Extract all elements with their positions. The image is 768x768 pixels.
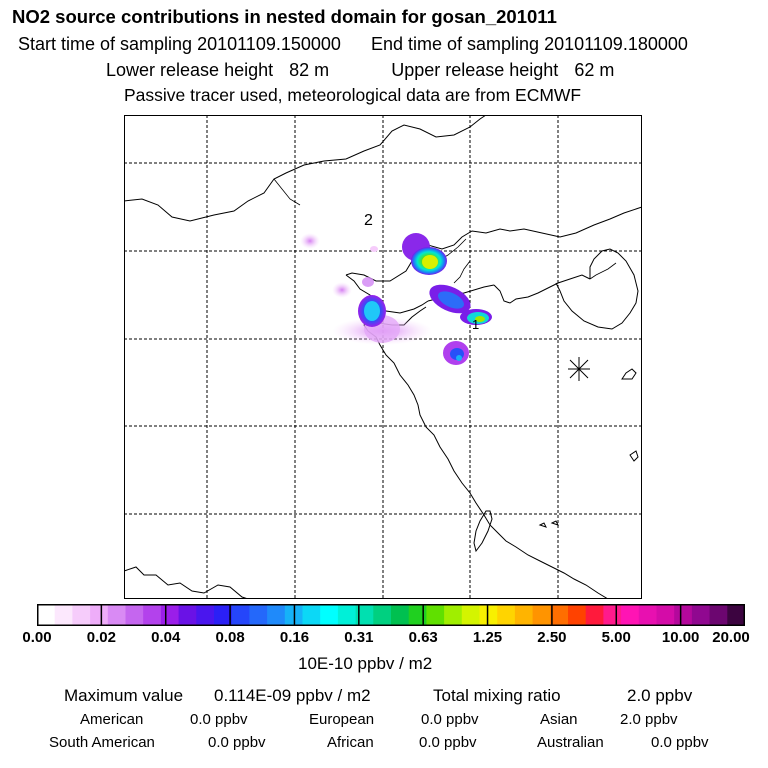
colorbar-swatch	[408, 604, 427, 626]
colorbar-tick-label: 0.02	[86, 629, 116, 646]
colorbar-swatch	[426, 604, 445, 626]
colorbar-swatch	[37, 604, 56, 626]
release-heights: Lower release height 82 m Upper release …	[106, 60, 614, 81]
colorbar-swatch	[72, 604, 91, 626]
max-value: 0.114E-09 ppbv / m2	[214, 686, 371, 705]
colorbar-swatch	[727, 604, 745, 626]
colorbar-swatch	[178, 604, 197, 626]
colorbar-swatch	[143, 604, 162, 626]
colorbar-swatch	[302, 604, 321, 626]
colorbar-tick-label: 10.00	[661, 629, 700, 646]
colorbar-swatch	[656, 604, 675, 626]
colorbar-swatch	[674, 604, 693, 626]
colorbar-swatch	[461, 604, 480, 626]
colorbar-swatch	[214, 604, 233, 626]
upper-height-label: Upper release height	[391, 60, 559, 80]
lower-height-label: Lower release height	[106, 60, 274, 80]
colorbar-swatch	[691, 604, 711, 626]
colorbar-swatch	[54, 604, 73, 626]
colorbar-tick-label: 5.00	[601, 629, 631, 646]
colorbar-swatch	[355, 604, 374, 626]
colorbar-tick-label: 0.16	[279, 629, 310, 646]
colorbar-swatch	[231, 604, 250, 626]
region-name: South American	[49, 734, 155, 751]
colorbar-swatch	[568, 604, 587, 626]
total-label: Total mixing ratio	[433, 686, 561, 705]
start-time-label: Start time of sampling	[18, 34, 193, 54]
lower-height-value: 82 m	[289, 60, 330, 80]
colorbar-swatch	[532, 604, 551, 626]
concentration-plumes	[300, 233, 492, 365]
colorbar-swatch	[621, 604, 640, 626]
region-value: 0.0 ppbv	[421, 711, 479, 728]
colorbar-swatch	[90, 604, 109, 626]
region-value: 0.0 ppbv	[651, 734, 709, 751]
max-value-label: Maximum value	[64, 686, 184, 705]
colorbar	[37, 604, 745, 626]
region-name: American	[80, 711, 144, 728]
end-time-value: 20101109.180000	[544, 34, 688, 54]
colorbar-tick-label: 0.31	[344, 629, 374, 646]
colorbar-swatch	[638, 604, 657, 626]
lat-lon-grid	[124, 115, 642, 599]
colorbar-swatch	[603, 604, 622, 626]
region-name: Australian	[537, 734, 604, 751]
end-time-label: End time of sampling	[370, 34, 540, 54]
sampling-times: Start time of sampling 20101109.150000 E…	[18, 34, 688, 55]
total-value: 2.0 ppbv	[627, 686, 693, 705]
region-name: Asian	[540, 711, 578, 728]
colorbar-swatch	[479, 604, 498, 626]
map-label-2: 2	[364, 212, 373, 229]
colorbar-tick-label: 1.25	[472, 629, 503, 646]
colorbar-swatch	[337, 604, 357, 626]
colorbar-unit: 10E-10 ppbv / m2	[298, 654, 433, 673]
colorbar-swatch	[107, 604, 126, 626]
region-name: African	[327, 734, 374, 751]
colorbar-tick-label: 0.04	[151, 629, 181, 646]
colorbar-tick-label: 0.08	[215, 629, 245, 646]
colorbar-tick-label: 0.00	[22, 629, 52, 646]
colorbar-tick-label: 0.63	[408, 629, 438, 646]
colorbar-swatch	[267, 604, 286, 626]
region-value: 0.0 ppbv	[208, 734, 266, 751]
colorbar-swatch	[125, 604, 144, 626]
region-name: European	[309, 711, 375, 728]
start-time-value: 20101109.150000	[197, 34, 341, 54]
colorbar-swatch	[249, 604, 268, 626]
map-panel: 2 1	[124, 115, 642, 599]
region-value: 2.0 ppbv	[620, 711, 678, 728]
map-canvas: 2 1	[124, 115, 642, 599]
colorbar-swatch	[585, 604, 604, 626]
colorbar-swatch	[514, 604, 534, 626]
colorbar-tick-label: 2.50	[537, 629, 567, 646]
colorbar-border	[37, 604, 745, 626]
colorbar-swatch	[709, 604, 728, 626]
map-label-1: 1	[472, 317, 479, 332]
upper-height-value: 62 m	[574, 60, 615, 80]
region-value: 0.0 ppbv	[190, 711, 248, 728]
colorbar-swatch	[320, 604, 339, 626]
colorbar-tick-label: 20.00	[712, 629, 750, 646]
colorbar-labels: 0.00 0.02 0.04 0.08 0.16 0.31 0.63 1.25 2.50 5.00…	[0, 629, 768, 649]
tracer-note: Passive tracer used, meteorological data…	[124, 85, 582, 105]
colorbar-swatch	[444, 604, 463, 626]
colorbar-swatch	[373, 604, 392, 626]
colorbar-swatch	[497, 604, 516, 626]
colorbar-swatch	[160, 604, 180, 626]
colorbar-swatch	[391, 604, 410, 626]
station-star-icon	[568, 357, 590, 381]
region-value: 0.0 ppbv	[419, 734, 477, 751]
colorbar-swatch	[196, 604, 215, 626]
colorbar-swatch	[550, 604, 569, 626]
page-title: NO2 source contributions in nested domai…	[12, 6, 557, 27]
